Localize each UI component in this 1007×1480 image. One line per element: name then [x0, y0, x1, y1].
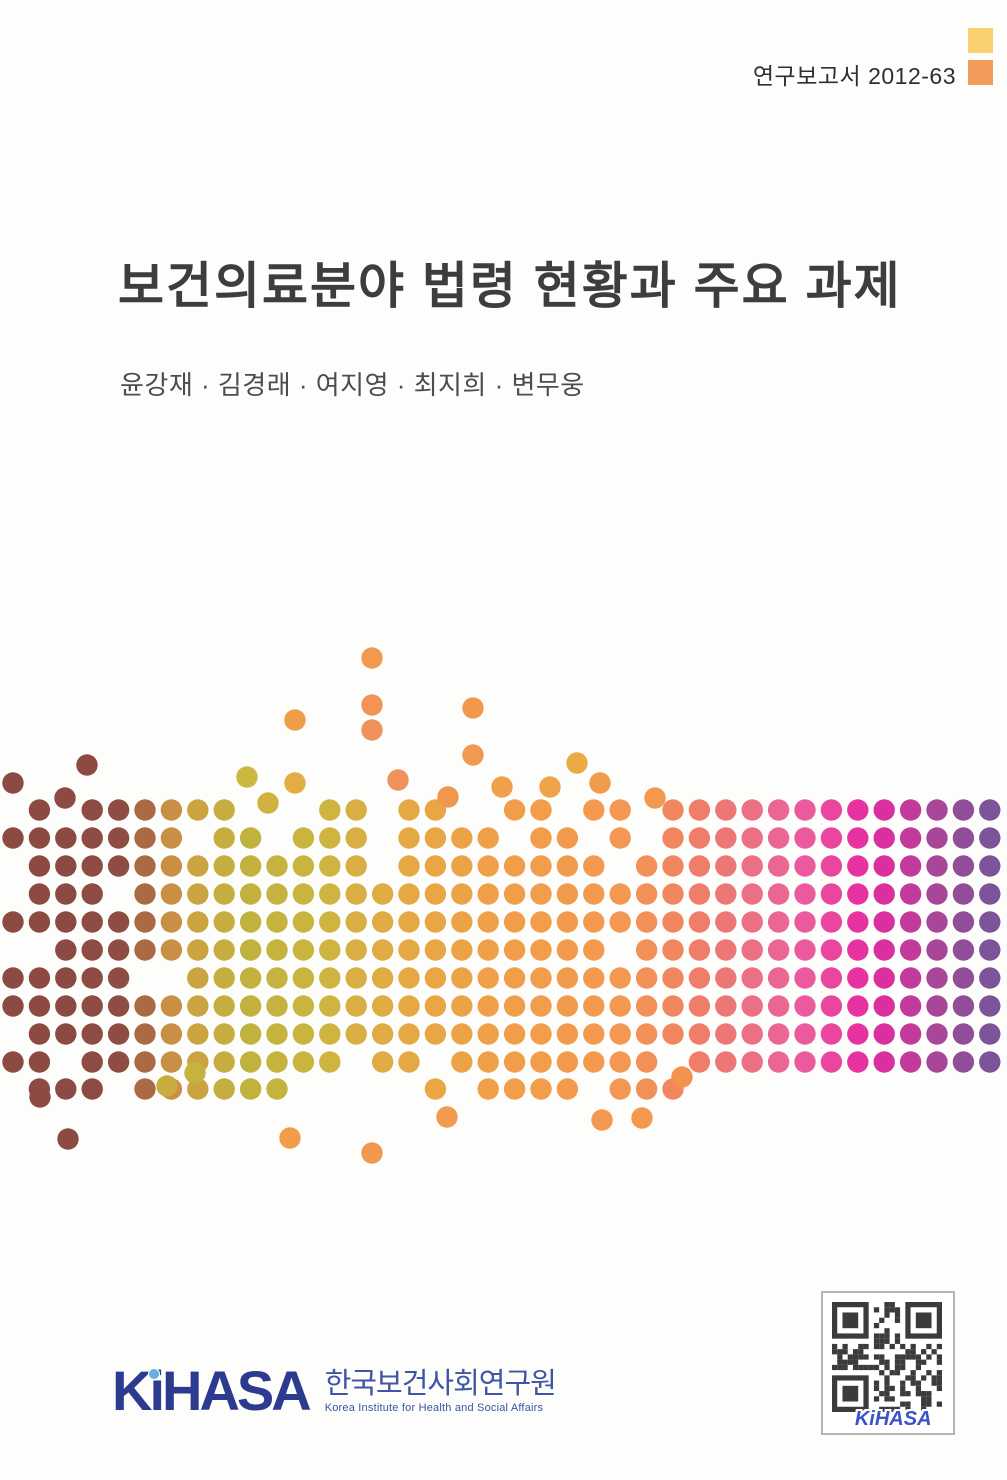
org-name-korean: 한국보건사회연구원: [324, 1368, 557, 1400]
accent-square-yellow: [968, 28, 993, 53]
report-number-block: 연구보고서 2012-63: [753, 28, 993, 91]
qr-modules: [832, 1302, 942, 1412]
authors-line: 윤강재 · 김경래 · 여지영 · 최지희 · 변무웅: [120, 370, 585, 400]
logo-i-dot: [149, 1369, 159, 1379]
org-name-block: 한국보건사회연구원 Korea Institute for Health and…: [324, 1368, 557, 1415]
kihasa-logotype: KiHASA: [110, 1359, 312, 1472]
report-number: 연구보고서 2012-63: [752, 63, 956, 89]
page-title: 보건의료분야 법령 현황과 주요 과제: [118, 258, 902, 314]
kihasa-logo-block: KiHASA 한국보건사회연구원 Korea Institute for Hea…: [110, 1359, 557, 1472]
kihasa-logo-text: KiHASA: [112, 1359, 312, 1422]
accent-squares: [968, 28, 993, 85]
qr-code: KiHASA: [821, 1291, 955, 1435]
qr-kihasa-label: KiHASA: [854, 1408, 932, 1430]
org-name-english: Korea Institute for Health and Social Af…: [324, 1402, 544, 1415]
accent-square-orange: [968, 60, 993, 85]
